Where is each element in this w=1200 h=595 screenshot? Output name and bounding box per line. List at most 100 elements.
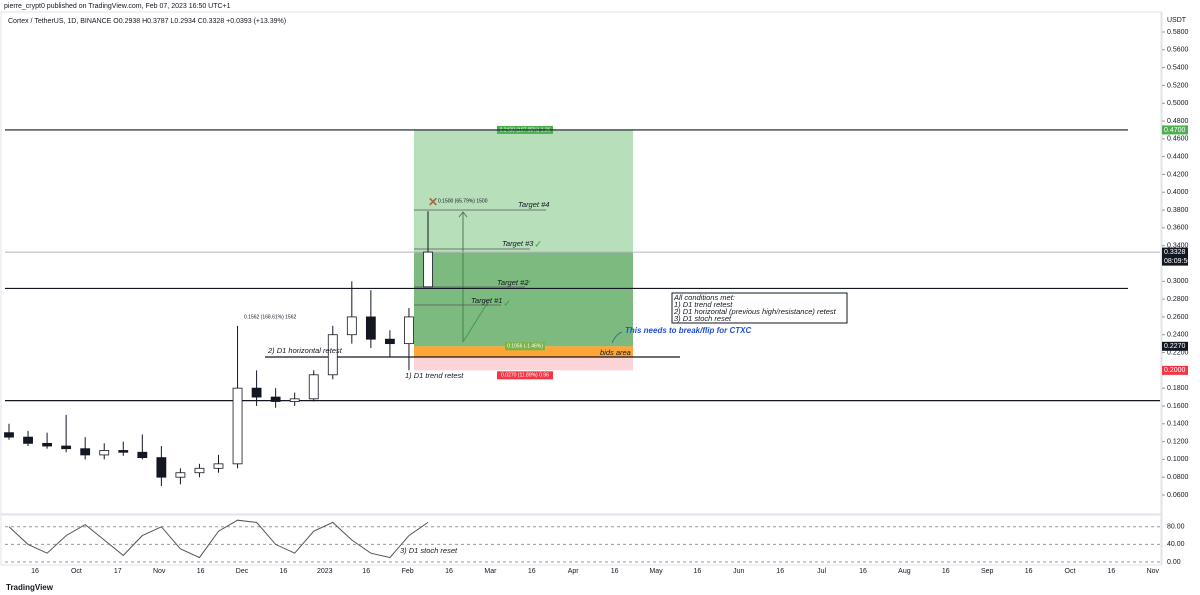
condition: 1) D1 trend retest bbox=[674, 300, 733, 309]
y-tick-label: 0.3600 bbox=[1167, 225, 1189, 232]
price-label: 0.3328 bbox=[1164, 249, 1186, 256]
x-tick-label: Jun bbox=[733, 568, 744, 575]
stoch-tick-label: 80.00 bbox=[1167, 524, 1185, 531]
annotation: Target #3 bbox=[502, 239, 534, 248]
x-tick-label: 16 bbox=[31, 568, 39, 575]
bids-area bbox=[414, 346, 633, 357]
entry-label: 0.1056 (-1.46%) bbox=[507, 344, 543, 350]
x-tick-label: Nov bbox=[1147, 568, 1160, 575]
y-tick-label: 0.5600 bbox=[1167, 47, 1189, 54]
price-label-bg bbox=[1162, 365, 1188, 375]
y-tick-label: 0.1800 bbox=[1167, 385, 1189, 392]
stoch-line bbox=[8, 519, 429, 559]
stoch-tick-label: 0.00 bbox=[1167, 559, 1181, 566]
x-tick-label: May bbox=[649, 568, 663, 575]
y-tick-label: 0.4800 bbox=[1167, 118, 1189, 125]
stoch-frame bbox=[0, 514, 1162, 566]
price-label: 0.4700 bbox=[1164, 127, 1186, 134]
price-label: 0.2270 bbox=[1164, 343, 1186, 350]
symbol-line: Cortex / TetherUS, 1D, BINANCE O0.2938 H… bbox=[8, 18, 286, 25]
y-tick-label: 0.2200 bbox=[1167, 349, 1189, 356]
y-tick-label: 0.3000 bbox=[1167, 278, 1189, 285]
condition: All conditions met: bbox=[673, 293, 735, 302]
y-tick-label: 0.0600 bbox=[1167, 492, 1189, 499]
annotation: Target #1 bbox=[471, 296, 502, 305]
candle-body bbox=[404, 316, 414, 345]
stoch-tick-label: 40.00 bbox=[1167, 541, 1185, 548]
x-tick-label: 16 bbox=[1108, 568, 1116, 575]
y-tick-label: 0.2800 bbox=[1167, 296, 1189, 303]
x-tick-label: 16 bbox=[694, 568, 702, 575]
y-tick-label: 0.1600 bbox=[1167, 403, 1189, 410]
candle-body bbox=[4, 432, 14, 438]
x-tick-label: Mar bbox=[484, 568, 497, 575]
x-tick-label: 16 bbox=[776, 568, 784, 575]
candle-body bbox=[289, 398, 300, 402]
annotation: Target #4 bbox=[518, 200, 549, 209]
countdown: 08:09:56 bbox=[1164, 258, 1191, 265]
candle-body bbox=[346, 316, 357, 336]
x-tick-label: 16 bbox=[611, 568, 619, 575]
logo: TradingView bbox=[6, 583, 54, 592]
y-tick-label: 0.1200 bbox=[1167, 438, 1189, 445]
x-tick-label: 16 bbox=[859, 568, 867, 575]
x-tick-label: Oct bbox=[1065, 568, 1076, 575]
check-icon: ✓ bbox=[524, 279, 532, 290]
x-tick-label: 2023 bbox=[317, 568, 333, 575]
x-tick-label: 16 bbox=[528, 568, 536, 575]
pane-frame bbox=[0, 11, 1162, 515]
candle-body bbox=[99, 450, 110, 456]
candle-body bbox=[80, 448, 91, 456]
annotation: 1) D1 trend retest bbox=[405, 371, 464, 380]
condition: 3) D1 stoch reset bbox=[674, 314, 732, 323]
candle-body bbox=[175, 472, 186, 478]
annotation: 2) D1 horizontal retest bbox=[267, 346, 343, 355]
y-tick-label: 0.5000 bbox=[1167, 100, 1189, 107]
x-tick-label: Dec bbox=[236, 568, 249, 575]
x-tick-label: 16 bbox=[445, 568, 453, 575]
candle-body bbox=[308, 374, 319, 400]
annotation: bids area bbox=[600, 348, 631, 357]
candle-body bbox=[423, 251, 433, 288]
candle-body bbox=[270, 396, 281, 402]
candle-body bbox=[137, 451, 148, 459]
candle-body bbox=[365, 316, 376, 340]
conditions-box bbox=[671, 292, 848, 324]
y-tick-label: 0.4400 bbox=[1167, 153, 1189, 160]
x-tick-label: 16 bbox=[362, 568, 370, 575]
candle-body bbox=[327, 334, 338, 376]
condition: 2) D1 horizontal (previous high/resistan… bbox=[673, 307, 837, 316]
candle-body bbox=[385, 338, 395, 345]
annotation: 0.1562 (168.61%) 1562 bbox=[244, 314, 296, 320]
candle-body bbox=[194, 467, 205, 474]
y-tick-label: 0.1400 bbox=[1167, 421, 1189, 428]
candle-body bbox=[42, 442, 52, 447]
stop-label: 0.0270 (11.89%) 0.96 bbox=[501, 373, 549, 379]
stop-label-bg bbox=[497, 371, 553, 380]
check-icon: ✓ bbox=[503, 299, 511, 310]
y-tick-label: 0.0800 bbox=[1167, 474, 1189, 481]
target-zone bbox=[414, 129, 633, 347]
entry-label-bg bbox=[505, 342, 545, 351]
x-tick-label: 16 bbox=[942, 568, 950, 575]
price-label-bg bbox=[1162, 247, 1188, 266]
x-tick-label: Apr bbox=[568, 568, 580, 575]
x-tick-label: Feb bbox=[402, 568, 414, 575]
measure-arrow bbox=[458, 211, 468, 342]
x-tick-label: 16 bbox=[1025, 568, 1033, 575]
annotation: Target #2 bbox=[497, 278, 529, 287]
candle-body bbox=[213, 463, 224, 469]
price-label: 0.2000 bbox=[1164, 367, 1186, 374]
currency: USDT bbox=[1167, 17, 1187, 24]
y-tick-label: 0.5800 bbox=[1167, 29, 1189, 36]
y-tick-label: 0.4600 bbox=[1167, 136, 1189, 143]
y-tick-label: 0.2400 bbox=[1167, 332, 1189, 339]
y-tick-label: 0.3800 bbox=[1167, 207, 1189, 214]
candle-body bbox=[156, 457, 167, 478]
y-tick-label: 0.5400 bbox=[1167, 64, 1189, 71]
cross-icon: ✕ bbox=[428, 195, 438, 209]
annotation: This needs to break/flip for CTXC bbox=[625, 326, 751, 335]
y-tick-label: 0.1000 bbox=[1167, 456, 1189, 463]
